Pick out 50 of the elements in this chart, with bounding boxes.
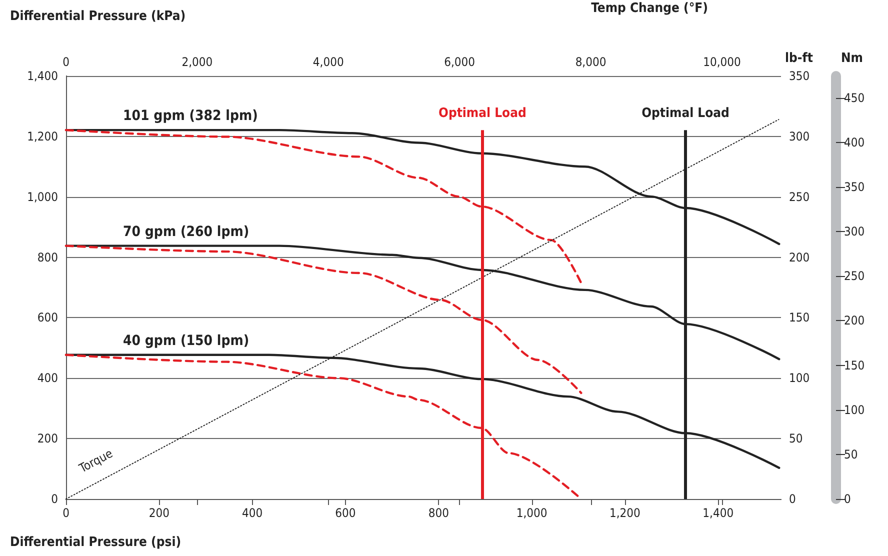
y3-tick-label: 400 (844, 135, 865, 150)
x-tick-label: 400 (242, 506, 263, 520)
x-tick-label: 800 (428, 506, 450, 520)
y2-tick-label: 300 (789, 129, 810, 144)
y2-tick-label: 100 (789, 371, 810, 386)
y-tick-label: 600 (37, 310, 58, 325)
series-label: 40 gpm (150 lpm) (123, 332, 250, 349)
y2-tick-label: 0 (789, 492, 796, 506)
ref-line-label: Optimal Load (642, 106, 730, 122)
y2-tick-label: 350 (789, 69, 810, 83)
x2-tick-label: 0 (62, 55, 70, 69)
y3-tick-label: 0 (844, 492, 851, 506)
x2-tick-label: 4,000 (312, 55, 344, 69)
y3-axis-title: Nm (841, 51, 863, 66)
y-tick-label: 1,400 (27, 69, 58, 83)
y2-tick-label: 250 (789, 190, 810, 204)
y3-tick-label: 450 (844, 90, 865, 105)
x-tick-label: 200 (148, 506, 170, 520)
y3-tick-label: 50 (844, 447, 858, 462)
series-label: 101 gpm (382 lpm) (123, 108, 258, 124)
y2-tick-label: 150 (789, 310, 810, 325)
x2-tick-label: 8,000 (575, 55, 606, 69)
y3-tick-label: 250 (844, 269, 865, 284)
y-tick-label: 400 (37, 371, 58, 386)
y-tick-label: 0 (51, 492, 58, 506)
y-tick-label: 200 (37, 432, 58, 446)
y3-tick-label: 100 (844, 402, 865, 417)
x-tick-label: 0 (62, 506, 70, 520)
ref-line-label: Optimal Load (438, 106, 526, 122)
y3-tick-label: 150 (844, 358, 865, 372)
x-tick-label: 1,400 (702, 506, 734, 520)
text: Temp Change (°F) (591, 1, 708, 16)
x2-tick-label: 2,000 (182, 55, 213, 69)
y-tick-label: 1,200 (27, 129, 58, 144)
x-axis-title: Differential Pressure (psi) (10, 535, 182, 550)
y3-tick-label: 350 (844, 180, 865, 194)
x2-tick-label: 10,000 (703, 55, 741, 69)
y3-tick-label: 300 (844, 224, 865, 239)
x-tick-label: 1,200 (610, 506, 641, 520)
y2-tick-label: 50 (789, 432, 803, 446)
y2-tick-label: 200 (789, 250, 810, 264)
y3-tick-label: 200 (844, 314, 865, 328)
x-tick-label: 1,000 (516, 506, 548, 520)
x2-axis-title: Differential Pressure (kPa) (10, 9, 186, 24)
y2-axis-title: lb-ft (785, 51, 814, 66)
x2-tick-label: 6,000 (444, 55, 476, 69)
series-label: 70 gpm (260 lpm) (123, 224, 250, 240)
y-tick-label: 1,000 (27, 190, 58, 204)
y-tick-label: 800 (37, 250, 58, 264)
x-tick-label: 600 (335, 506, 356, 520)
